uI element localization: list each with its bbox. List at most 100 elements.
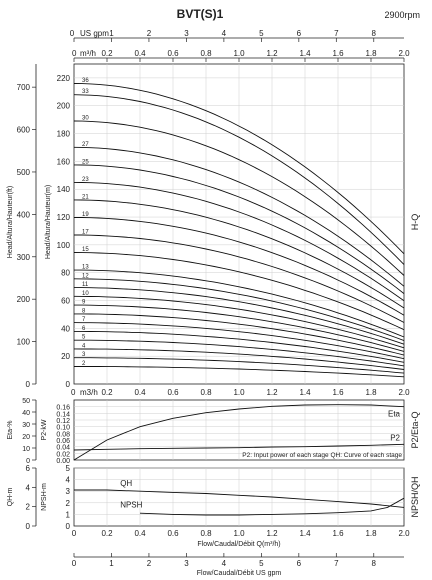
npsh-x-tick-label: 1.6 [332,529,344,538]
stage-label-21: 21 [82,194,89,200]
gpm-bottom-tick-label: 5 [259,559,264,568]
eta-y-tick-label: 50 [22,398,30,405]
series-p2 [73,443,405,451]
npsh-panel: 0 0.2 0.4 0.6 0.8 1.0 1.2 1.4 1.6 1.8 2.0 0 1 2 3 4 5 0 2 4… [7,464,420,548]
gpm-top-tick-label: 8 [372,29,377,38]
series-qh [74,489,405,508]
stage-curve-33 [73,94,405,265]
ylabel-qh: QH-m [7,488,14,507]
head-y-tick-label-m: 120 [57,213,71,222]
eta-y-tick-label: 30 [22,422,30,429]
series-label-eta: Eta [388,410,401,419]
npsh-y-tick-label: 0 [66,522,71,531]
head-y-tick-label-m: 140 [57,185,71,194]
head-y-tick-label-ft: 700 [17,83,31,92]
power-y-tick-label: 0.00 [56,458,70,465]
gpm-bottom-axis: 0 1 2 3 4 5 6 7 8 Flow/Caudal/Débit US gpm [72,553,404,577]
head-x-tick-label: 0.8 [200,388,212,397]
head-x-tick-label: 2.0 [398,388,410,397]
m3h-top-tick-label: 0.6 [167,49,179,58]
head-y-tick-label-m: 180 [57,130,71,139]
gpm-bottom-tick-label: 1 [109,559,114,568]
stage-curve-27 [73,146,405,287]
head-y-tick-label-ft: 300 [17,253,31,262]
head-y-tick-label-m: 20 [61,352,70,361]
head-y-tick-label-m: 40 [61,324,70,333]
stage-curve-36 [73,83,405,255]
head-y-tick-label-ft: 500 [17,168,31,177]
ylabel-kw: P2-kW [41,419,48,440]
m3h-top-tick-label: 2.0 [398,49,410,58]
m3h-top-tick-label: 1.2 [266,49,278,58]
stage-label-25: 25 [82,159,89,165]
series-npsh [139,497,405,516]
npsh-y-tick-label: 3 [66,487,71,496]
power-panel-side-label: P2/Eta-Q [410,411,420,448]
npsh-y-tick-label: 4 [66,476,71,485]
stage-curve-9 [74,304,405,352]
npsh-x-tick-label: 0.2 [101,529,113,538]
stage-curve-3 [74,357,405,374]
stage-curve-30 [73,120,405,276]
series-label-npsh: NPSH [120,500,142,509]
power-efficiency-panel: 0.000.020.040.060.080.100.120.140.16 0 10 2… [7,398,420,465]
npsh-x-tick-label: 2.0 [398,529,410,538]
head-panel: 0.2 0.4 0.6 0.8 1.0 1.2 1.4 1.6 1.8 2.00 m3/h02040… [7,63,420,397]
npsh-x-tick-label: 0 [72,529,77,538]
stage-curve-25 [73,164,405,294]
npsh-x-tick-label: 0.6 [167,529,179,538]
npsh-grid [74,467,404,526]
head-grid [74,64,404,384]
ylabel-eta: Eta-% [7,420,14,439]
power-y-tick-label: 0.16 [56,405,70,412]
gpm-bottom-tick-label: 6 [297,559,302,568]
stage-label-12: 12 [82,273,89,279]
head-x-tick-label: 1.6 [332,388,344,397]
stage-label-36: 36 [82,78,89,84]
m3h-top-unit: m³/h [80,49,96,58]
stage-label-23: 23 [82,177,89,183]
stage-label-17: 17 [82,229,89,235]
gpm-top-unit: US gpm [80,29,109,38]
m3h-top-tick-zero: 0 [72,49,77,58]
head-x-tick-label: 1.2 [266,388,278,397]
head-x-tick-label: 1.8 [365,388,377,397]
ylabel-ft: Head/Altura/Hauteur(ft) [7,186,14,258]
npsh-y-tick-label: 5 [66,464,71,473]
stage-curve-10 [73,295,405,349]
stage-curve-4 [73,348,405,370]
power-y-tick-label: 0.06 [56,438,70,445]
m3h-top-tick-label: 0.2 [101,49,113,58]
head-y-tick-label-m: 160 [57,157,71,166]
qh-y-tick-label: 6 [26,464,31,473]
stage-label-13: 13 [82,265,89,271]
m3h-top-tick-label: 0.4 [134,49,146,58]
stage-curve-17 [74,234,405,323]
stage-label-19: 19 [82,212,89,218]
npsh-x-tick-label: 1.0 [233,529,245,538]
stage-label-27: 27 [82,142,89,148]
stage-label-11: 11 [82,282,89,288]
power-y-tick-label: 0.02 [56,451,70,458]
eta-y-tick-label: 10 [22,446,30,453]
power-y-tick-label: 0.08 [56,431,70,438]
eta-y-tick-label: 20 [22,434,30,441]
head-y-tick-label-ft: 0 [26,380,31,389]
eta-y-tick-label: 40 [22,410,30,417]
npsh-x-tick-label: 1.4 [299,529,311,538]
stage-label-15: 15 [82,247,89,253]
head-y-tick-label-ft: 600 [17,126,31,135]
stage-curve-13 [74,269,405,338]
head-y-tick-label-m: 0 [66,380,71,389]
power-curves: Eta P2 [73,404,405,461]
power-note: P2: Input power of each stage QH: Curve … [242,452,402,459]
head-x-tick-label: 1.0 [233,388,245,397]
m3h-top-tick-label: 1.8 [365,49,377,58]
head-y-tick-label-ft: 400 [17,210,31,219]
power-y-tick-label: 0.14 [56,411,70,418]
gpm-top-tick-label: 6 [297,29,302,38]
gpm-bottom-tick-label: 0 [72,559,77,568]
stage-curve-19 [74,217,405,316]
npsh-x-tick-label: 1.8 [365,529,377,538]
npsh-panel-side-label: NPSH/QH [410,476,420,517]
